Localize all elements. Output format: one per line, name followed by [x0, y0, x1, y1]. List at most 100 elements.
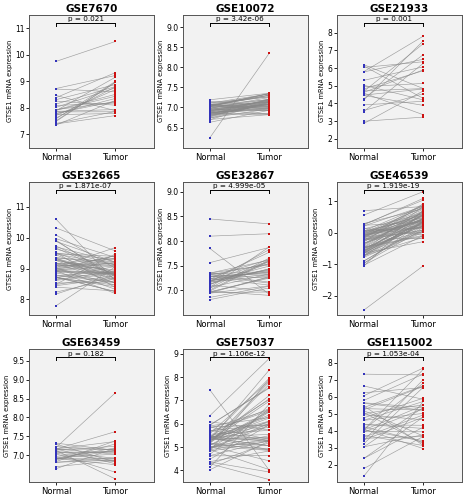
Point: [266, 265, 273, 273]
Point: [266, 414, 273, 422]
Point: [266, 432, 273, 440]
Point: [206, 439, 213, 447]
Point: [206, 108, 213, 116]
Point: [360, 88, 368, 96]
Point: [112, 254, 119, 262]
Point: [206, 296, 213, 304]
Point: [206, 276, 213, 284]
Point: [206, 96, 213, 104]
Point: [52, 283, 60, 291]
Point: [112, 286, 119, 294]
Point: [360, 249, 368, 257]
Point: [266, 104, 273, 112]
Point: [419, 216, 427, 224]
Point: [112, 112, 119, 120]
Point: [419, 234, 427, 242]
Point: [266, 392, 273, 400]
Point: [52, 279, 60, 287]
Point: [360, 428, 368, 436]
Point: [266, 96, 273, 104]
Point: [206, 432, 213, 440]
Point: [52, 256, 60, 264]
Point: [266, 98, 273, 106]
Point: [266, 466, 273, 474]
Point: [419, 442, 427, 450]
Point: [360, 222, 368, 230]
Point: [206, 102, 213, 110]
Point: [206, 271, 213, 279]
Point: [52, 268, 60, 276]
Point: [419, 188, 427, 196]
Point: [266, 98, 273, 106]
Point: [206, 433, 213, 441]
Point: [419, 218, 427, 226]
Point: [206, 109, 213, 117]
Point: [360, 224, 368, 232]
Point: [206, 386, 213, 394]
Point: [52, 266, 60, 274]
Text: p = 0.021: p = 0.021: [68, 16, 103, 22]
Point: [419, 215, 427, 223]
Point: [52, 454, 60, 462]
Point: [419, 398, 427, 406]
Point: [206, 280, 213, 288]
Point: [52, 108, 60, 116]
Point: [206, 436, 213, 444]
Point: [419, 413, 427, 421]
Point: [206, 442, 213, 450]
Point: [266, 110, 273, 118]
Point: [360, 440, 368, 448]
Point: [419, 218, 427, 226]
Point: [206, 270, 213, 278]
Point: [206, 105, 213, 113]
Y-axis label: GTSE1 mRNA expression: GTSE1 mRNA expression: [165, 374, 171, 456]
Point: [266, 96, 273, 104]
Point: [52, 120, 60, 128]
Point: [112, 457, 119, 465]
Point: [360, 221, 368, 229]
Point: [419, 438, 427, 446]
Point: [206, 244, 213, 252]
Point: [419, 406, 427, 414]
Point: [360, 426, 368, 434]
Point: [206, 108, 213, 116]
Point: [112, 288, 119, 296]
Point: [112, 94, 119, 102]
Point: [52, 448, 60, 456]
Point: [112, 444, 119, 452]
Point: [419, 222, 427, 230]
Point: [266, 110, 273, 118]
Point: [360, 226, 368, 234]
Point: [206, 274, 213, 282]
Point: [112, 247, 119, 255]
Text: p = 4.999e-05: p = 4.999e-05: [213, 184, 266, 190]
Point: [360, 426, 368, 434]
Point: [360, 230, 368, 238]
Point: [360, 234, 368, 242]
Point: [266, 412, 273, 420]
Point: [419, 208, 427, 216]
Point: [112, 78, 119, 86]
Point: [112, 110, 119, 118]
Point: [112, 428, 119, 436]
Point: [419, 228, 427, 235]
Point: [360, 236, 368, 244]
Point: [266, 106, 273, 114]
Point: [266, 457, 273, 465]
Point: [206, 278, 213, 286]
Point: [112, 270, 119, 278]
Point: [206, 284, 213, 292]
Point: [360, 248, 368, 256]
Point: [52, 259, 60, 267]
Point: [419, 404, 427, 411]
Point: [266, 434, 273, 442]
Point: [266, 452, 273, 460]
Point: [360, 87, 368, 95]
Point: [266, 288, 273, 296]
Point: [419, 196, 427, 204]
Point: [52, 58, 60, 66]
Point: [206, 452, 213, 460]
Point: [206, 101, 213, 109]
Point: [206, 110, 213, 118]
Point: [266, 406, 273, 414]
